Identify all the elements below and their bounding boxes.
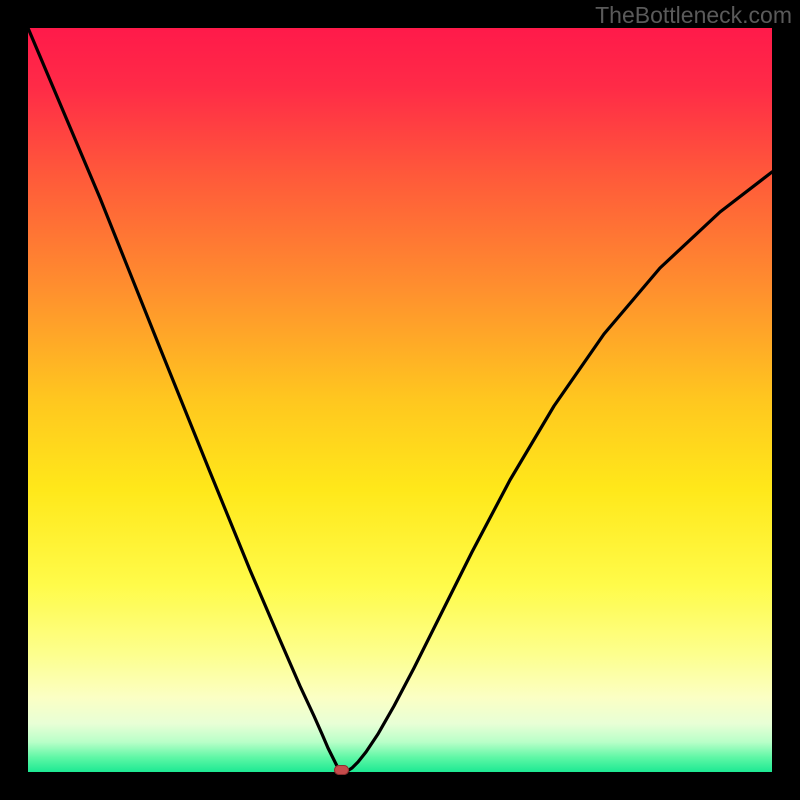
optimum-marker bbox=[334, 765, 349, 775]
bottleneck-curve bbox=[0, 0, 800, 800]
watermark-text: TheBottleneck.com bbox=[595, 2, 792, 29]
